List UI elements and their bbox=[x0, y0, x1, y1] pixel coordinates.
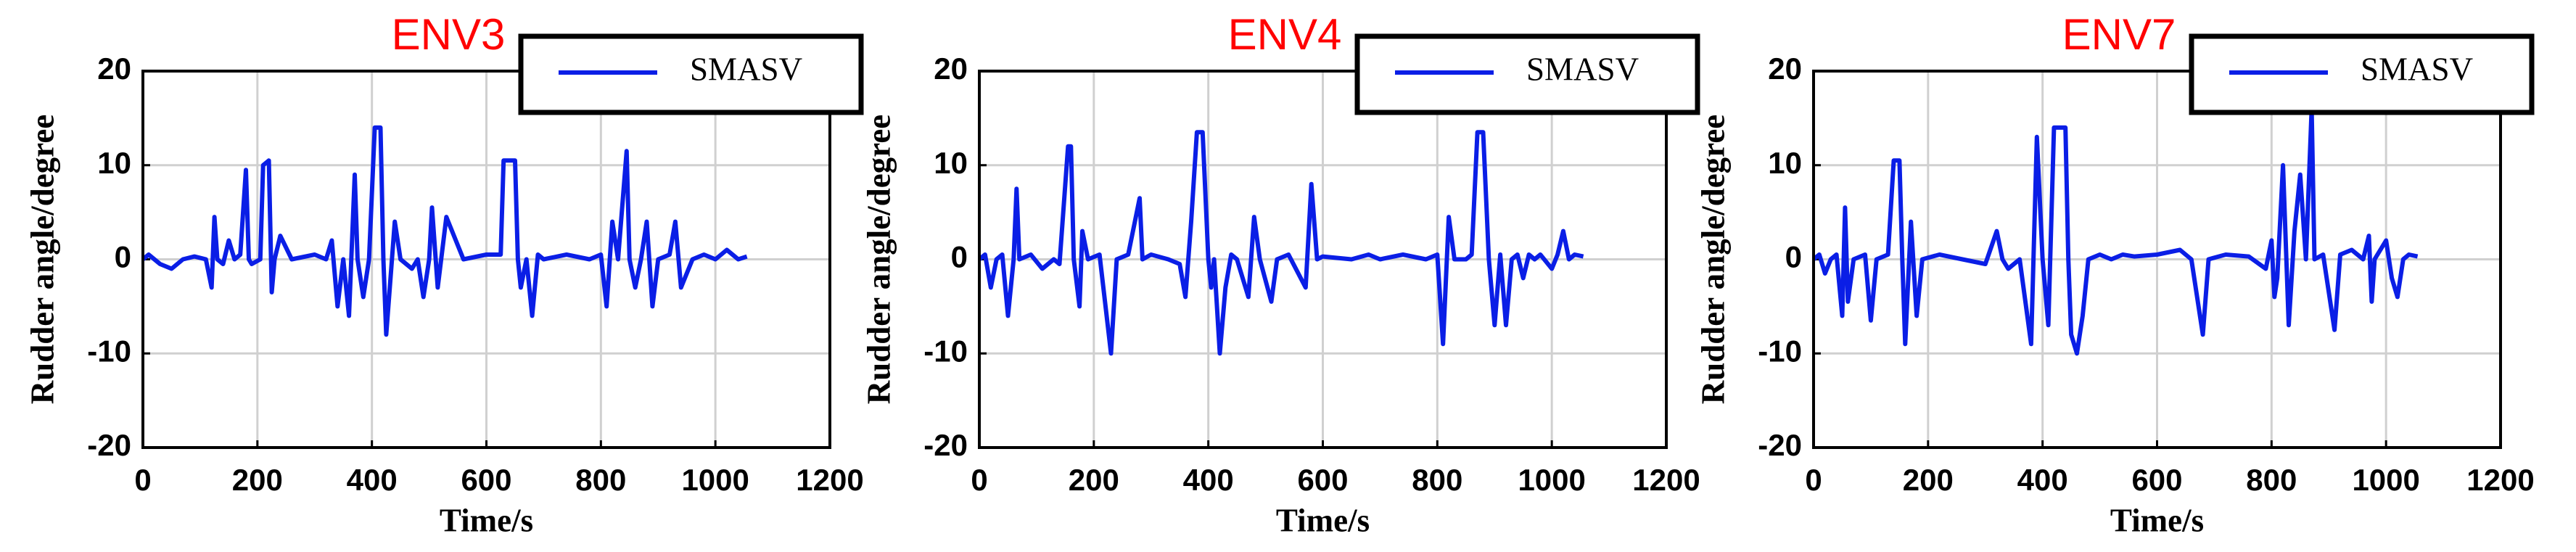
plot-frame bbox=[141, 70, 831, 449]
x-tick-label: 0 bbox=[1805, 463, 1822, 497]
y-tick-label: -20 bbox=[87, 428, 131, 462]
x-tick-label: 800 bbox=[2246, 463, 2297, 497]
plot-frame bbox=[1812, 70, 2502, 449]
x-tick-label: 200 bbox=[1069, 463, 1119, 497]
x-tick-label: 600 bbox=[461, 463, 511, 497]
x-tick-label: 600 bbox=[1297, 463, 1348, 497]
chart-title: ENV7 bbox=[2062, 10, 2176, 59]
data-line bbox=[978, 130, 1584, 356]
data-line bbox=[141, 125, 748, 337]
x-tick-label: 600 bbox=[2131, 463, 2182, 497]
legend-label: SMASV bbox=[2361, 51, 2473, 87]
y-axis-label: Rudder angle/degree bbox=[860, 115, 897, 405]
x-axis-label: Time/s bbox=[1276, 502, 1370, 538]
chart-title: ENV4 bbox=[1228, 10, 1342, 59]
x-tick-label: 0 bbox=[971, 463, 987, 497]
x-tick-label: 400 bbox=[347, 463, 398, 497]
x-tick-label: 1200 bbox=[1632, 463, 1700, 497]
chart-title: ENV3 bbox=[392, 10, 506, 59]
y-tick-label: -10 bbox=[1758, 334, 1802, 368]
y-tick-label: -10 bbox=[87, 334, 131, 368]
x-tick-label: 400 bbox=[1183, 463, 1234, 497]
y-tick-label: -20 bbox=[923, 428, 968, 462]
y-tick-label: 20 bbox=[97, 52, 131, 86]
x-tick-label: 400 bbox=[2017, 463, 2068, 497]
x-tick-label: 1000 bbox=[2352, 463, 2419, 497]
y-axis-label: Rudder angle/degree bbox=[24, 115, 60, 405]
y-tick-label: 20 bbox=[1768, 52, 1802, 86]
y-tick-label: -20 bbox=[1758, 428, 1802, 462]
x-tick-label: 200 bbox=[1903, 463, 1954, 497]
y-tick-label: 0 bbox=[951, 240, 968, 274]
y-tick-label: 0 bbox=[115, 240, 131, 274]
x-tick-label: 0 bbox=[134, 463, 151, 497]
x-tick-label: 200 bbox=[232, 463, 283, 497]
data-line bbox=[1812, 106, 2419, 356]
y-tick-label: 10 bbox=[934, 146, 968, 180]
y-tick-label: 10 bbox=[1768, 146, 1802, 180]
x-axis-label: Time/s bbox=[440, 502, 533, 538]
y-tick-label: 20 bbox=[934, 52, 968, 86]
plot-frame bbox=[978, 70, 1668, 449]
x-axis-label: Time/s bbox=[2110, 502, 2204, 538]
y-axis-label: Rudder angle/degree bbox=[1695, 115, 1731, 405]
x-tick-label: 1000 bbox=[681, 463, 749, 497]
x-tick-label: 800 bbox=[1412, 463, 1462, 497]
x-tick-label: 1200 bbox=[796, 463, 863, 497]
x-tick-label: 1200 bbox=[2466, 463, 2534, 497]
y-tick-label: 10 bbox=[97, 146, 131, 180]
x-tick-label: 1000 bbox=[1518, 463, 1585, 497]
legend-label: SMASV bbox=[690, 51, 802, 87]
legend-label: SMASV bbox=[1526, 51, 1639, 87]
y-tick-label: 0 bbox=[1785, 240, 1802, 274]
y-tick-label: -10 bbox=[923, 334, 968, 368]
x-tick-label: 800 bbox=[575, 463, 626, 497]
legend-box bbox=[518, 33, 864, 115]
